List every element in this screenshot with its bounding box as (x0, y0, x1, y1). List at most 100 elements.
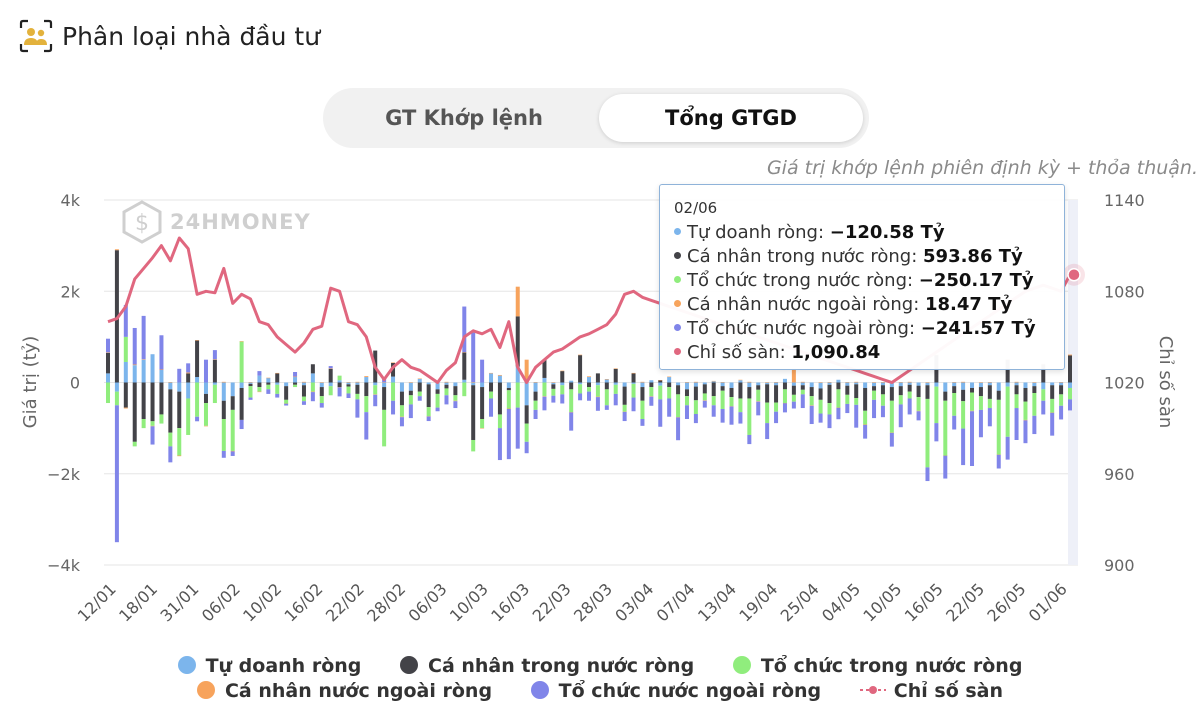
bar-segment (756, 385, 761, 390)
bar-segment (337, 387, 342, 397)
bar-segment (257, 391, 262, 393)
bar-segment (738, 398, 743, 413)
bar-segment (248, 382, 253, 384)
bar-segment (480, 419, 485, 429)
bar-segment (337, 382, 342, 388)
bar-segment (658, 399, 663, 427)
bar-segment (1023, 382, 1028, 388)
bar-segment (524, 382, 529, 406)
legend-item-tu-doanh[interactable]: Tự doanh ròng (177, 655, 361, 677)
bar-segment (533, 382, 538, 383)
watermark-logo-icon: $ (122, 200, 162, 244)
bar-segment (150, 425, 155, 427)
bar-segment (408, 390, 413, 396)
bar-segment (667, 376, 672, 378)
bar-segment (845, 394, 850, 404)
tab-total-value[interactable]: Tổng GTGD (599, 94, 863, 142)
bar-segment (310, 382, 315, 392)
bar-segment (391, 376, 396, 383)
bar-segment (604, 379, 609, 380)
bar-segment (1032, 386, 1037, 393)
bar-segment (524, 359, 529, 383)
bar-segment (337, 375, 342, 381)
bar-segment (150, 382, 155, 422)
bar-segment (916, 411, 921, 421)
bar-segment (444, 388, 449, 396)
tooltip-label: Chỉ số sàn: (687, 342, 792, 363)
index-line (107, 236, 1072, 384)
bar-segment (141, 359, 146, 383)
tooltip-dot (674, 227, 681, 235)
bar-segment (141, 419, 146, 429)
bar-segment (970, 410, 975, 412)
bar-segment (613, 368, 618, 383)
bar-segment (489, 391, 494, 399)
bar-segment (595, 382, 600, 386)
bar-segment (756, 401, 761, 416)
bar-segment (818, 382, 823, 383)
bar-segment (845, 382, 850, 386)
bar-segment (711, 396, 716, 406)
legend-item-ca-nhan-tn[interactable]: Cá nhân trong nước ròng (400, 655, 694, 677)
bar-segment (1014, 385, 1019, 395)
bar-segment (123, 407, 128, 409)
bar-segment (515, 382, 520, 408)
bar-segment (141, 382, 146, 419)
bar-segment (177, 382, 182, 392)
bar-segment (720, 408, 725, 423)
legend-label: Tổ chức trong nước ròng (760, 655, 1023, 677)
tab-matched-value[interactable]: GT Khớp lệnh (385, 106, 543, 130)
legend-item-ca-nhan-nn[interactable]: Cá nhân nước ngoài ròng (196, 680, 492, 702)
bar-segment (720, 386, 725, 391)
bar-segment (836, 389, 841, 408)
bar-segment (230, 409, 235, 451)
bar-segment (996, 399, 1001, 455)
bar-segment (123, 304, 128, 337)
chart-tooltip: 02/06 Tự doanh ròng: −120.58 Tỷ Cá nhân t… (659, 184, 1065, 370)
bar-segment (212, 359, 217, 360)
bar-segment (595, 396, 600, 398)
bar-segment (195, 340, 200, 378)
bar-segment (328, 382, 333, 387)
bar-segment (168, 382, 173, 390)
bar-segment (863, 424, 868, 425)
tooltip-row: Cá nhân nước ngoài ròng: 18.47 Tỷ (674, 293, 1052, 317)
bar-segment (346, 386, 351, 394)
bar-segment (444, 384, 449, 389)
tooltip-value: −241.57 Tỷ (920, 318, 1036, 339)
bar-segment (978, 382, 983, 383)
bar-segment (453, 386, 458, 396)
bar-segment (328, 368, 333, 369)
legend-item-to-chuc-nn[interactable]: Tổ chức nước ngoài ròng (530, 680, 821, 702)
bar-segment (774, 402, 779, 412)
bar-segment (889, 382, 894, 388)
bar-segment (818, 388, 823, 400)
bar-segment (987, 385, 992, 399)
bar-segment (310, 391, 315, 393)
bar-segment (676, 382, 681, 386)
legend-swatch (732, 655, 751, 674)
section-header: Phân loại nhà đầu tư (18, 18, 320, 54)
bar-segment (426, 384, 431, 408)
x-tick-label: 13/04 (694, 579, 740, 625)
tooltip-label: Tự doanh ròng: (687, 222, 830, 243)
bar-segment (996, 382, 1001, 391)
x-tick-label: 10/05 (859, 579, 905, 625)
bar-segment (604, 389, 609, 406)
bar-segment (471, 331, 476, 383)
bar-segment (658, 385, 663, 400)
bar-segment (845, 382, 850, 383)
legend-item-chi-so-san[interactable]: Chỉ số sàn (859, 680, 1003, 702)
legend-label: Cá nhân trong nước ròng (428, 655, 695, 677)
bar-segment (123, 382, 128, 408)
bar-segment (907, 391, 912, 399)
legend-item-to-chuc-tn[interactable]: Tổ chức trong nước ròng (732, 655, 1023, 677)
bar-segment (800, 382, 805, 386)
bar-segment (346, 382, 351, 385)
bar-segment (159, 382, 164, 415)
bar-segment (720, 390, 725, 409)
bar-segment (391, 382, 396, 401)
bar-segment (613, 368, 618, 369)
bar-segment (230, 396, 235, 410)
